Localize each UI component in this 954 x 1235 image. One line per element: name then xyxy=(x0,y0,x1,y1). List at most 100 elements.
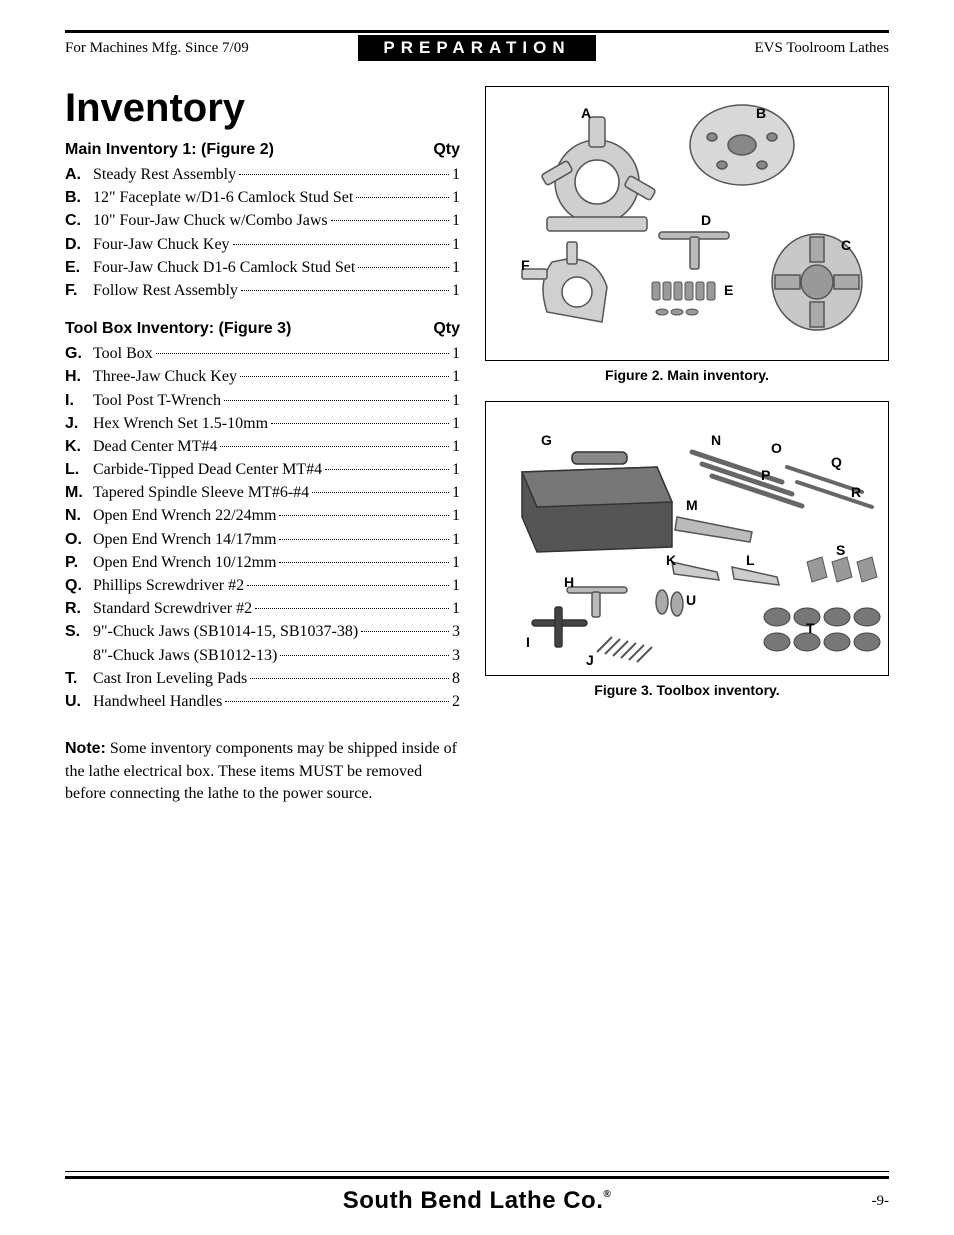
item-text: Three-Jaw Chuck Key xyxy=(93,365,237,388)
header-left: For Machines Mfg. Since 7/09 xyxy=(65,40,358,57)
left-column: Inventory Main Inventory 1: (Figure 2) Q… xyxy=(65,86,460,805)
item-dots xyxy=(241,290,449,291)
item-letter: R. xyxy=(65,597,93,620)
fig3-label-h: H xyxy=(564,574,574,590)
footer-rule-thick xyxy=(65,1176,889,1179)
item-dots xyxy=(325,469,449,470)
item-dots xyxy=(279,515,449,516)
fig3-label-p: P xyxy=(761,467,770,483)
item-body: Handwheel Handles2 xyxy=(93,690,460,713)
item-dots xyxy=(279,562,449,563)
item-letter: L. xyxy=(65,458,93,481)
item-body: Standard Screwdriver #21 xyxy=(93,597,460,620)
item-qty: 1 xyxy=(452,389,460,412)
inventory-item: H.Three-Jaw Chuck Key1 xyxy=(65,365,460,388)
inventory-item: U.Handwheel Handles2 xyxy=(65,690,460,713)
figure-2-caption: Figure 2. Main inventory. xyxy=(485,367,889,383)
item-body: Carbide-Tipped Dead Center MT#41 xyxy=(93,458,460,481)
item-qty: 1 xyxy=(452,279,460,302)
fig2-label-a: A xyxy=(581,105,591,121)
item-qty: 1 xyxy=(452,233,460,256)
item-text: Tapered Spindle Sleeve MT#6-#4 xyxy=(93,481,309,504)
item-body: Four-Jaw Chuck D1-6 Camlock Stud Set1 xyxy=(93,256,460,279)
fig3-label-m: M xyxy=(686,497,698,513)
item-text: 12" Faceplate w/D1-6 Camlock Stud Set xyxy=(93,186,353,209)
item-body: Four-Jaw Chuck Key 1 xyxy=(93,233,460,256)
item-letter: G. xyxy=(65,342,93,365)
note-block: Note: Some inventory components may be s… xyxy=(65,738,460,805)
item-dots xyxy=(225,701,449,702)
section2-heading: Tool Box Inventory: (Figure 3) xyxy=(65,320,291,338)
figure-3: G N O P Q R M K L S H U T I J xyxy=(485,401,889,676)
fig3-label-n: N xyxy=(711,432,721,448)
footer-brand: South Bend Lathe Co.® xyxy=(105,1187,849,1215)
item-letter: N. xyxy=(65,504,93,527)
fig3-label-g: G xyxy=(541,432,552,448)
fig3-label-k: K xyxy=(666,552,676,568)
item-qty: 1 xyxy=(452,412,460,435)
item-text: Four-Jaw Chuck Key xyxy=(93,233,230,256)
item-qty: 1 xyxy=(452,528,460,551)
section1-list: A.Steady Rest Assembly1B.12" Faceplate w… xyxy=(65,163,460,302)
item-body: Dead Center MT#41 xyxy=(93,435,460,458)
inventory-item: J.Hex Wrench Set 1.5-10mm 1 xyxy=(65,412,460,435)
header-right: EVS Toolroom Lathes xyxy=(596,40,889,57)
figure-3-caption: Figure 3. Toolbox inventory. xyxy=(485,682,889,698)
note-label: Note: xyxy=(65,740,106,757)
item-letter: S. xyxy=(65,620,93,643)
item-text: Cast Iron Leveling Pads xyxy=(93,667,247,690)
item-body: Three-Jaw Chuck Key1 xyxy=(93,365,460,388)
item-dots xyxy=(250,678,449,679)
item-text: Open End Wrench 14/17mm xyxy=(93,528,276,551)
item-letter xyxy=(65,644,93,667)
fig2-label-b: B xyxy=(756,105,766,121)
figure-2: A B C D E F xyxy=(485,86,889,361)
content-columns: Inventory Main Inventory 1: (Figure 2) Q… xyxy=(65,86,889,805)
fig2-label-c: C xyxy=(841,237,851,253)
inventory-item: K.Dead Center MT#41 xyxy=(65,435,460,458)
fig3-label-j: J xyxy=(586,652,594,668)
item-text: Open End Wrench 22/24mm xyxy=(93,504,276,527)
inventory-item: S.9"-Chuck Jaws (SB1014-15, SB1037-38)3 xyxy=(65,620,460,643)
item-qty: 1 xyxy=(452,342,460,365)
item-qty: 1 xyxy=(452,209,460,232)
fig3-label-l: L xyxy=(746,552,755,568)
section2-qty-label: Qty xyxy=(433,320,460,338)
item-letter: U. xyxy=(65,690,93,713)
inventory-item: C.10" Four-Jaw Chuck w/Combo Jaws1 xyxy=(65,209,460,232)
item-text: Hex Wrench Set 1.5-10mm xyxy=(93,412,268,435)
inventory-item: T.Cast Iron Leveling Pads8 xyxy=(65,667,460,690)
item-dots xyxy=(280,655,449,656)
inventory-item: N.Open End Wrench 22/24mm1 xyxy=(65,504,460,527)
inventory-item: G.Tool Box 1 xyxy=(65,342,460,365)
item-body: Hex Wrench Set 1.5-10mm 1 xyxy=(93,412,460,435)
item-dots xyxy=(312,492,449,493)
item-dots xyxy=(224,400,449,401)
item-qty: 1 xyxy=(452,574,460,597)
inventory-item: A.Steady Rest Assembly1 xyxy=(65,163,460,186)
item-letter: J. xyxy=(65,412,93,435)
item-dots xyxy=(356,197,449,198)
item-letter: F. xyxy=(65,279,93,302)
footer-rule-thin xyxy=(65,1171,889,1172)
item-qty: 1 xyxy=(452,186,460,209)
item-dots xyxy=(247,585,449,586)
item-text: Steady Rest Assembly xyxy=(93,163,236,186)
inventory-item: O.Open End Wrench 14/17mm1 xyxy=(65,528,460,551)
page-header: For Machines Mfg. Since 7/09 PREPARATION… xyxy=(65,35,889,61)
item-body: Open End Wrench 14/17mm 1 xyxy=(93,528,460,551)
item-letter: M. xyxy=(65,481,93,504)
item-qty: 2 xyxy=(452,690,460,713)
item-letter: C. xyxy=(65,209,93,232)
item-qty: 1 xyxy=(452,481,460,504)
item-dots xyxy=(220,446,449,447)
section1-qty-label: Qty xyxy=(433,141,460,159)
section1-header: Main Inventory 1: (Figure 2) Qty xyxy=(65,141,460,159)
item-text: Tool Box xyxy=(93,342,153,365)
item-letter: Q. xyxy=(65,574,93,597)
fig3-label-o: O xyxy=(771,440,782,456)
item-letter: I. xyxy=(65,389,93,412)
item-text: Open End Wrench 10/12mm xyxy=(93,551,276,574)
item-dots xyxy=(358,267,449,268)
item-text: Dead Center MT#4 xyxy=(93,435,217,458)
